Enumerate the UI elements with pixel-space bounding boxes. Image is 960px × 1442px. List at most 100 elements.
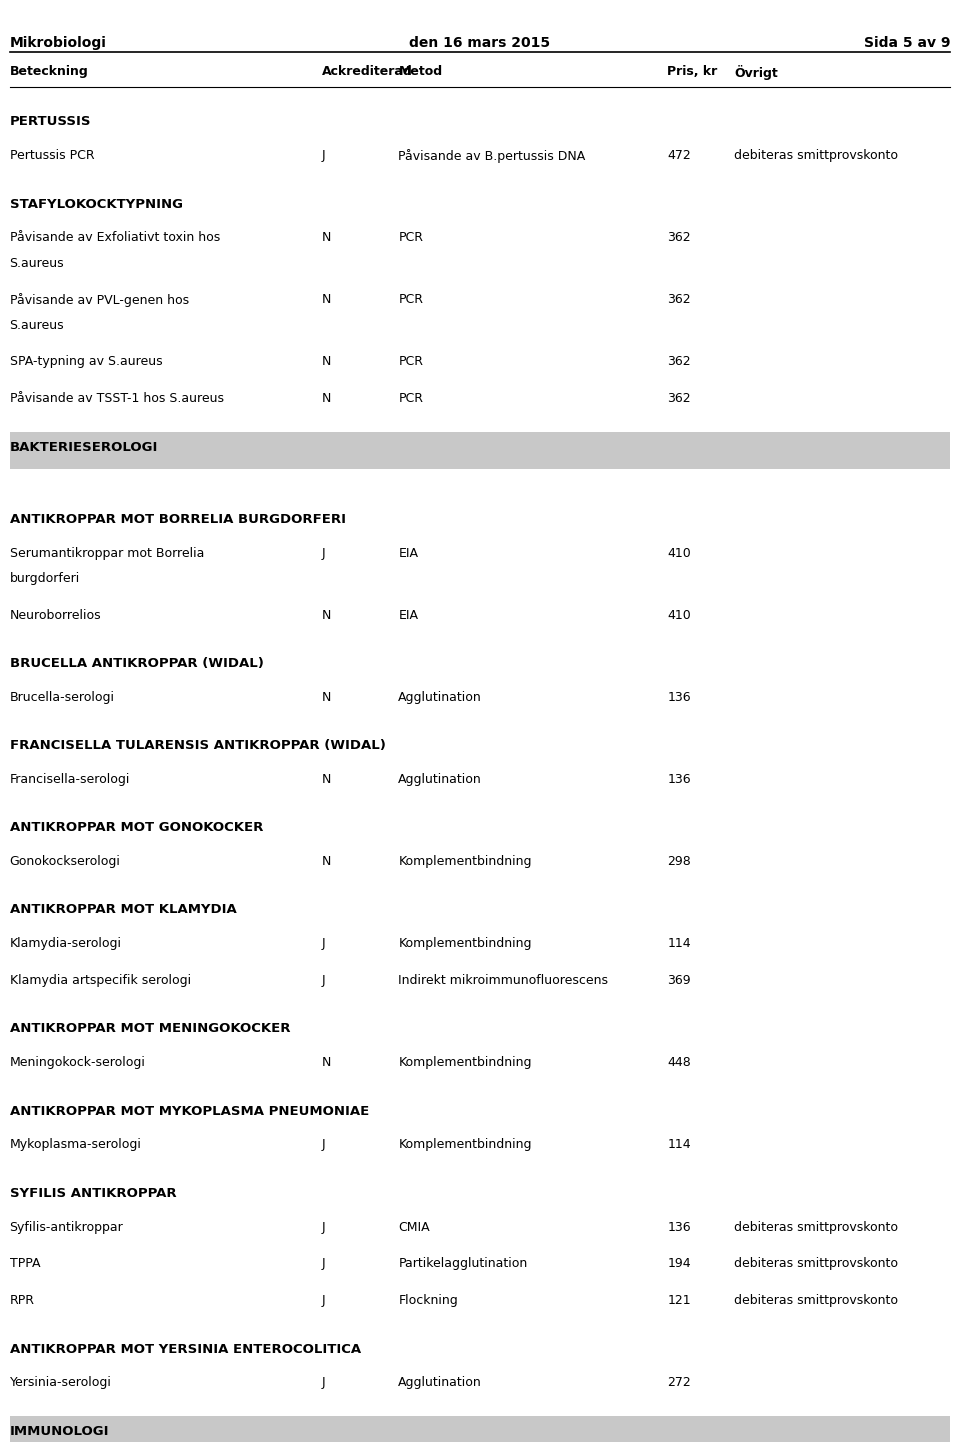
Text: CMIA: CMIA <box>398 1220 430 1234</box>
Text: Komplementbindning: Komplementbindning <box>398 937 532 950</box>
Text: J: J <box>322 547 325 559</box>
Text: Brucella-serologi: Brucella-serologi <box>10 691 114 704</box>
Text: Flockning: Flockning <box>398 1293 458 1308</box>
Text: debiteras smittprovskonto: debiteras smittprovskonto <box>734 1257 899 1270</box>
Text: Pertussis PCR: Pertussis PCR <box>10 149 94 163</box>
Text: PCR: PCR <box>398 355 423 369</box>
Text: Francisella-serologi: Francisella-serologi <box>10 773 130 786</box>
Text: Pris, kr: Pris, kr <box>667 65 717 78</box>
Text: SPA-typning av S.aureus: SPA-typning av S.aureus <box>10 355 162 369</box>
Text: S.aureus: S.aureus <box>10 257 64 270</box>
Text: TPPA: TPPA <box>10 1257 40 1270</box>
Text: N: N <box>322 609 331 622</box>
Text: J: J <box>322 1138 325 1152</box>
Text: Mykoplasma-serologi: Mykoplasma-serologi <box>10 1138 141 1152</box>
Text: Serumantikroppar mot Borrelia: Serumantikroppar mot Borrelia <box>10 547 204 559</box>
Text: J: J <box>322 973 325 988</box>
Text: 410: 410 <box>667 609 691 622</box>
Text: Komplementbindning: Komplementbindning <box>398 1138 532 1152</box>
Text: Övrigt: Övrigt <box>734 65 779 79</box>
Text: Gonokockserologi: Gonokockserologi <box>10 855 120 868</box>
Bar <box>10 1416 950 1442</box>
Text: 194: 194 <box>667 1257 691 1270</box>
Text: PCR: PCR <box>398 392 423 405</box>
Text: Meningokock-serologi: Meningokock-serologi <box>10 1056 146 1070</box>
Text: Yersinia-serologi: Yersinia-serologi <box>10 1376 111 1390</box>
Text: EIA: EIA <box>398 609 419 622</box>
Text: J: J <box>322 1376 325 1390</box>
Text: N: N <box>322 1056 331 1070</box>
Text: J: J <box>322 1257 325 1270</box>
Text: Agglutination: Agglutination <box>398 773 482 786</box>
Text: 362: 362 <box>667 355 691 369</box>
Text: N: N <box>322 773 331 786</box>
Text: PCR: PCR <box>398 293 423 307</box>
Bar <box>10 431 950 469</box>
Text: Klamydia-serologi: Klamydia-serologi <box>10 937 122 950</box>
Text: Indirekt mikroimmunofluorescens: Indirekt mikroimmunofluorescens <box>398 973 609 988</box>
Text: Syfilis-antikroppar: Syfilis-antikroppar <box>10 1220 123 1234</box>
Text: Komplementbindning: Komplementbindning <box>398 855 532 868</box>
Text: Påvisande av TSST-1 hos S.aureus: Påvisande av TSST-1 hos S.aureus <box>10 392 224 405</box>
Text: SYFILIS ANTIKROPPAR: SYFILIS ANTIKROPPAR <box>10 1187 177 1200</box>
Text: ANTIKROPPAR MOT MYKOPLASMA PNEUMONIAE: ANTIKROPPAR MOT MYKOPLASMA PNEUMONIAE <box>10 1105 369 1118</box>
Text: 272: 272 <box>667 1376 691 1390</box>
Text: J: J <box>322 1220 325 1234</box>
Text: PERTUSSIS: PERTUSSIS <box>10 115 91 128</box>
Text: den 16 mars 2015: den 16 mars 2015 <box>409 36 551 50</box>
Text: J: J <box>322 1293 325 1308</box>
Text: 362: 362 <box>667 231 691 245</box>
Text: ANTIKROPPAR MOT KLAMYDIA: ANTIKROPPAR MOT KLAMYDIA <box>10 903 236 917</box>
Text: S.aureus: S.aureus <box>10 319 64 332</box>
Text: 410: 410 <box>667 547 691 559</box>
Text: ANTIKROPPAR MOT GONOKOCKER: ANTIKROPPAR MOT GONOKOCKER <box>10 820 263 835</box>
Text: 114: 114 <box>667 1138 691 1152</box>
Text: ANTIKROPPAR MOT BORRELIA BURGDORFERI: ANTIKROPPAR MOT BORRELIA BURGDORFERI <box>10 512 346 526</box>
Text: RPR: RPR <box>10 1293 35 1308</box>
Text: burgdorferi: burgdorferi <box>10 571 80 585</box>
Text: N: N <box>322 855 331 868</box>
Text: 136: 136 <box>667 691 691 704</box>
Text: 448: 448 <box>667 1056 691 1070</box>
Text: Påvisande av PVL-genen hos: Påvisande av PVL-genen hos <box>10 293 189 307</box>
Text: J: J <box>322 937 325 950</box>
Text: J: J <box>322 149 325 163</box>
Text: Klamydia artspecifik serologi: Klamydia artspecifik serologi <box>10 973 191 988</box>
Text: 362: 362 <box>667 293 691 307</box>
Text: 472: 472 <box>667 149 691 163</box>
Text: Mikrobiologi: Mikrobiologi <box>10 36 107 50</box>
Text: Ackrediterad: Ackrediterad <box>322 65 413 78</box>
Text: 114: 114 <box>667 937 691 950</box>
Text: 121: 121 <box>667 1293 691 1308</box>
Text: N: N <box>322 355 331 369</box>
Text: debiteras smittprovskonto: debiteras smittprovskonto <box>734 1293 899 1308</box>
Text: BAKTERIESEROLOGI: BAKTERIESEROLOGI <box>10 440 158 454</box>
Text: N: N <box>322 231 331 245</box>
Text: Påvisande av B.pertussis DNA: Påvisande av B.pertussis DNA <box>398 149 586 163</box>
Text: 136: 136 <box>667 773 691 786</box>
Text: ANTIKROPPAR MOT YERSINIA ENTEROCOLITICA: ANTIKROPPAR MOT YERSINIA ENTEROCOLITICA <box>10 1343 361 1355</box>
Text: 362: 362 <box>667 392 691 405</box>
Text: Metod: Metod <box>398 65 443 78</box>
Text: debiteras smittprovskonto: debiteras smittprovskonto <box>734 149 899 163</box>
Text: Agglutination: Agglutination <box>398 691 482 704</box>
Text: N: N <box>322 293 331 307</box>
Text: PCR: PCR <box>398 231 423 245</box>
Text: STAFYLOKOCKTYPNING: STAFYLOKOCKTYPNING <box>10 198 182 211</box>
Text: N: N <box>322 691 331 704</box>
Text: Neuroborrelios: Neuroborrelios <box>10 609 101 622</box>
Text: 136: 136 <box>667 1220 691 1234</box>
Text: debiteras smittprovskonto: debiteras smittprovskonto <box>734 1220 899 1234</box>
Text: Partikelagglutination: Partikelagglutination <box>398 1257 528 1270</box>
Text: Agglutination: Agglutination <box>398 1376 482 1390</box>
Text: N: N <box>322 392 331 405</box>
Text: BRUCELLA ANTIKROPPAR (WIDAL): BRUCELLA ANTIKROPPAR (WIDAL) <box>10 656 263 671</box>
Text: ANTIKROPPAR MOT MENINGOKOCKER: ANTIKROPPAR MOT MENINGOKOCKER <box>10 1022 290 1035</box>
Text: 369: 369 <box>667 973 691 988</box>
Text: EIA: EIA <box>398 547 419 559</box>
Text: Påvisande av Exfoliativt toxin hos: Påvisande av Exfoliativt toxin hos <box>10 231 220 245</box>
Text: Sida 5 av 9: Sida 5 av 9 <box>864 36 950 50</box>
Text: FRANCISELLA TULARENSIS ANTIKROPPAR (WIDAL): FRANCISELLA TULARENSIS ANTIKROPPAR (WIDA… <box>10 738 386 753</box>
Text: IMMUNOLOGI: IMMUNOLOGI <box>10 1425 109 1438</box>
Text: Beteckning: Beteckning <box>10 65 88 78</box>
